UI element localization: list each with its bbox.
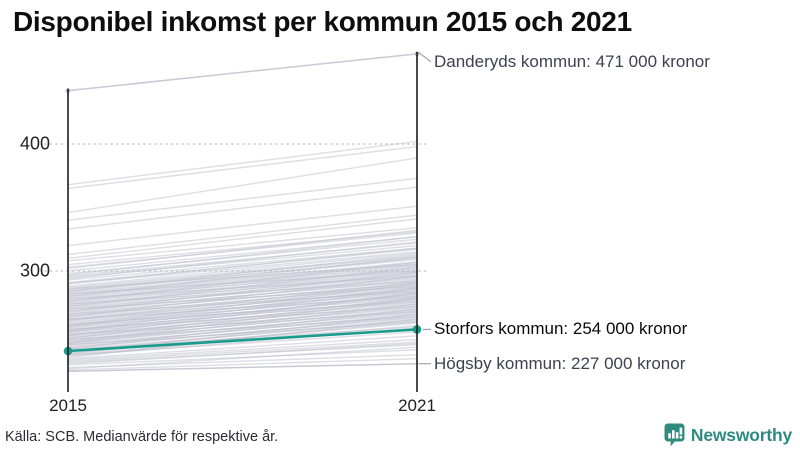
annotation-storfors: Storfors kommun: 254 000 kronor [434,319,688,339]
annotation-hogsby: Högsby kommun: 227 000 kronor [434,353,686,373]
source-note: Källa: SCB. Medianvärde för respektive å… [5,429,279,445]
newsworthy-logo[interactable]: Newsworthy [664,423,792,447]
y-axis-tick-label-300: 300 [19,260,50,281]
page-title: Disponibel inkomst per kommun 2015 och 2… [13,6,632,37]
newsworthy-logo-text: Newsworthy [690,424,792,445]
y-axis-tick-label-400: 400 [19,133,50,154]
bar-chart-speech-bubble-icon [664,423,685,447]
x-axis-tick-label-2021: 2021 [398,396,436,415]
annotation-danderyd: Danderyds kommun: 471 000 kronor [434,51,710,71]
x-axis-tick-label-2015: 2015 [49,396,87,415]
